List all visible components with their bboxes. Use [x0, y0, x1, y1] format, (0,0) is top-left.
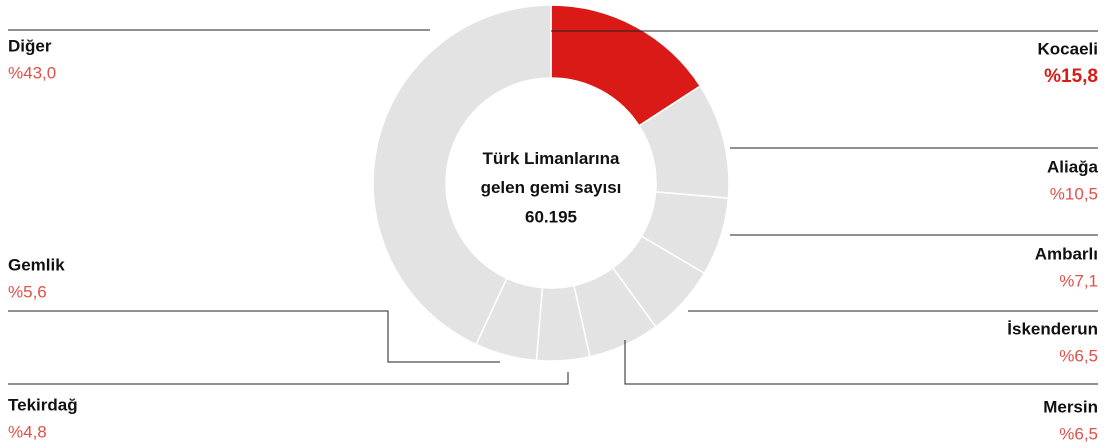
- slice-name: Tekirdağ: [8, 395, 78, 414]
- slice-name: Diğer: [8, 36, 52, 55]
- slice-value: %5,6: [8, 282, 47, 301]
- leader-line: [8, 372, 569, 385]
- leader-line: [624, 340, 1098, 385]
- slice-value: %6,5: [1059, 424, 1098, 443]
- center-value: 60.195: [525, 207, 577, 226]
- slice-value: %4,8: [8, 422, 47, 441]
- slice-value: %43,0: [8, 63, 56, 82]
- slice-name: Kocaeli: [1038, 39, 1098, 58]
- center-title: Türk Limanlarına gelen gemi sayısı: [481, 149, 622, 197]
- slice-value: %7,1: [1059, 271, 1098, 290]
- slice-value: %10,5: [1050, 184, 1098, 203]
- slice-name: İskenderun: [1007, 319, 1098, 338]
- slice-name: Aliağa: [1047, 157, 1099, 176]
- slice-value: %6,5: [1059, 346, 1098, 365]
- leader-line: [8, 310, 500, 363]
- slice-value: %15,8: [1044, 66, 1098, 87]
- slice-name: Mersin: [1043, 397, 1098, 416]
- donut-slice: [372, 4, 552, 346]
- slice-name: Gemlik: [8, 255, 65, 274]
- slice-name: Ambarlı: [1035, 244, 1098, 263]
